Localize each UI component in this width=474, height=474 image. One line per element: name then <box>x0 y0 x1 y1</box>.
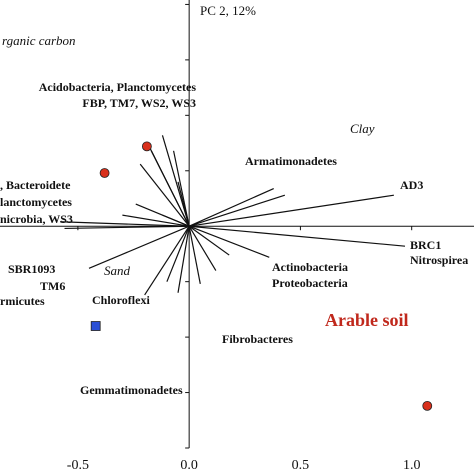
biplot-label: FBP, TM7, WS2, WS3 <box>82 96 196 110</box>
loading-vector <box>161 135 190 227</box>
y-axis-label: PC 2, 12% <box>200 3 256 18</box>
biplot-label: , Bacteroidete <box>0 178 71 192</box>
loading-vector <box>144 225 190 296</box>
biplot-label: lanctomycetes <box>0 195 72 209</box>
sample-square <box>90 321 101 331</box>
biplot-label: Arable soil <box>325 310 409 330</box>
loading-vector <box>189 225 406 247</box>
x-tick-label: 1.0 <box>403 458 421 473</box>
loading-vector <box>188 187 274 227</box>
biplot-label: AD3 <box>400 178 423 192</box>
loading-vector <box>64 225 190 230</box>
biplot-label: Clay <box>350 121 375 136</box>
x-tick-label: 0.5 <box>292 458 310 473</box>
biplot-label: nicrobia, WS3 <box>0 212 73 226</box>
loading-vector <box>166 225 190 282</box>
loading-vector <box>177 226 190 293</box>
biplot-label: Fibrobacteres <box>222 332 293 346</box>
loading-vector <box>88 225 190 269</box>
biplot-label: SBR1093 <box>8 262 55 276</box>
loading-vector <box>188 226 201 284</box>
biplot-label: Nitrospirea <box>410 253 468 267</box>
biplot-label: Gemmatimonadetes <box>80 383 183 397</box>
biplot-label: Actinobacteria <box>272 260 348 274</box>
loading-vector <box>189 194 394 227</box>
loading-vector <box>150 150 190 227</box>
loading-vector <box>162 214 190 227</box>
loading-vector <box>188 194 286 227</box>
loading-vector <box>177 181 190 227</box>
loading-vector <box>60 221 190 227</box>
biplot-label: Chloroflexi <box>92 293 150 307</box>
biplot-label: TM6 <box>40 279 65 293</box>
biplot-label: Armatimonadetes <box>245 154 337 168</box>
x-tick-label: 0.0 <box>180 458 198 473</box>
loading-vector <box>139 163 190 227</box>
x-tick-label: -0.5 <box>67 458 89 473</box>
biplot-label: Sand <box>104 263 131 278</box>
biplot-label: Proteobacteria <box>272 276 348 290</box>
biplot-label: rmicutes <box>0 294 45 308</box>
sample-circle <box>99 168 110 178</box>
sample-circle <box>141 141 152 152</box>
loading-vector <box>188 225 270 258</box>
sample-circle <box>422 400 433 411</box>
biplot-label: rganic carbon <box>2 33 76 48</box>
biplot-label: Acidobacteria, Planctomycetes <box>39 80 197 94</box>
loading-vector <box>122 214 190 227</box>
loading-vector <box>188 225 217 271</box>
loading-vector <box>188 225 230 256</box>
biplot-label: BRC1 <box>410 238 441 252</box>
